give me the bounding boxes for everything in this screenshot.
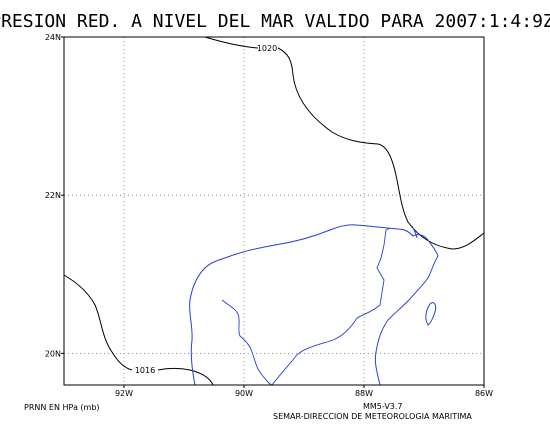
x-tick-label: 88W — [355, 389, 373, 398]
isobar-label-1020: 1020 — [257, 44, 277, 53]
isobar-1016 — [63, 274, 214, 386]
isobar-1020 — [204, 36, 485, 250]
x-tick-label: 90W — [235, 389, 253, 398]
state-border-campeche — [221, 299, 273, 386]
grid-lines — [64, 37, 484, 385]
x-tick-label: 92W — [115, 389, 133, 398]
y-tick-label: 24N — [45, 33, 61, 42]
model-version: MM5-V3.7 — [363, 402, 403, 411]
y-tick-labels: 24N 22N 20N — [45, 33, 64, 358]
y-tick-label: 22N — [45, 191, 61, 200]
units-label: PRNN EN HPa (mb) — [24, 403, 100, 412]
coastline — [189, 224, 439, 386]
isobars: 1020 1016 — [63, 36, 485, 386]
y-tick-label: 20N — [45, 349, 61, 358]
isobar-label-1016: 1016 — [135, 366, 155, 375]
yucatan-coastline — [189, 224, 439, 386]
isla-mujeres — [411, 225, 418, 239]
map-title: PRESION RED. A NIVEL DEL MAR VALIDO PARA… — [0, 11, 550, 32]
agency-credit: SEMAR-DIRECCION DE METEOROLOGIA MARITIMA — [273, 412, 472, 421]
x-tick-label: 86W — [475, 389, 493, 398]
state-border-quintana-roo — [271, 227, 391, 386]
x-tick-labels: 92W 90W 88W 86W — [115, 385, 493, 398]
cozumel-island — [425, 302, 437, 326]
map-frame — [63, 36, 485, 386]
